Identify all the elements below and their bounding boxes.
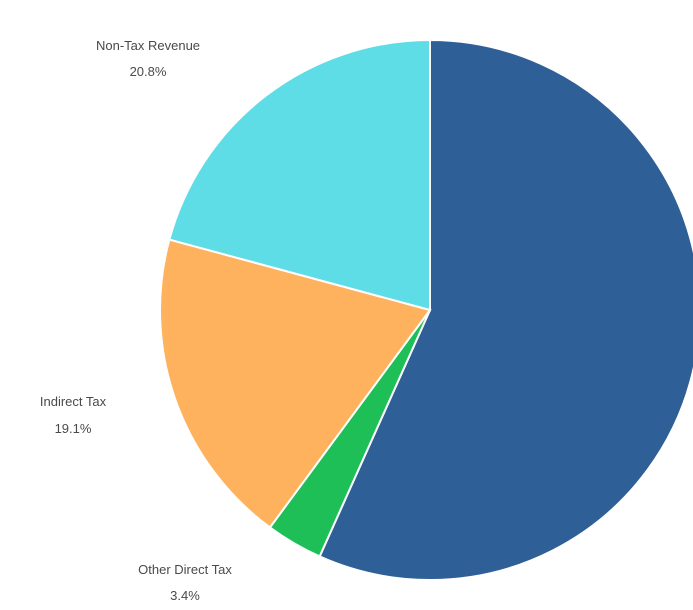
pie-slices xyxy=(159,38,693,581)
pie-slice-indirect-tax xyxy=(159,238,432,529)
slice-percent-non-tax-revenue: 20.8% xyxy=(130,64,167,79)
pie-slice-non-tax-revenue xyxy=(168,38,431,312)
slice-label-other-direct-tax: Other Direct Tax xyxy=(138,562,232,577)
slice-percent-other-direct-tax: 3.4% xyxy=(170,588,200,603)
slice-label-indirect-tax: Indirect Tax xyxy=(40,394,107,409)
slice-percent-indirect-tax: 19.1% xyxy=(55,421,92,436)
pie-labels: Non-Tax Revenue 20.8% Indirect Tax 19.1%… xyxy=(40,38,232,603)
pie-slice-unlabeled-0 xyxy=(318,38,693,581)
slice-label-non-tax-revenue: Non-Tax Revenue xyxy=(96,38,200,53)
